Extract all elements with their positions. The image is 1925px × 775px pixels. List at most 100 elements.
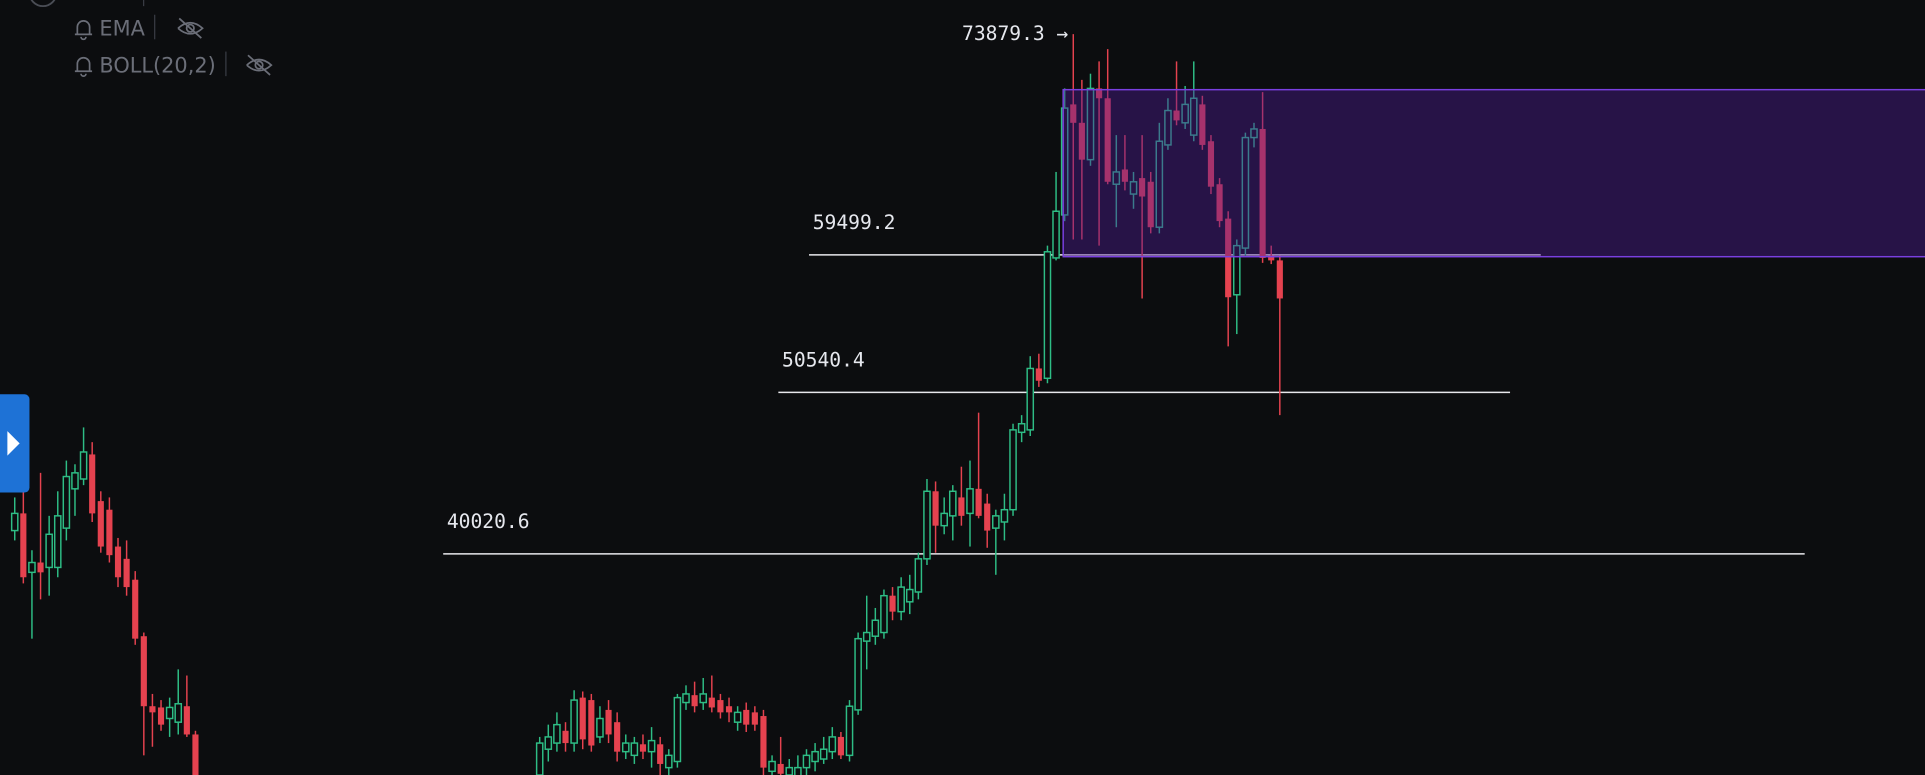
- candle-body: [1173, 110, 1180, 121]
- candle-body: [20, 513, 27, 578]
- candle-body: [819, 748, 828, 760]
- candle-body: [1112, 171, 1121, 185]
- candle-body: [10, 512, 19, 532]
- candle-body: [984, 503, 991, 531]
- candle-body: [1129, 181, 1138, 195]
- candle-body: [1207, 141, 1215, 187]
- candle-body: [544, 736, 553, 750]
- candle-body: [845, 705, 854, 757]
- zone-box[interactable]: [1062, 88, 1925, 258]
- candle-body: [1250, 128, 1258, 139]
- candle-body: [751, 712, 758, 725]
- candle-body: [905, 588, 914, 603]
- candle-body: [97, 501, 104, 547]
- candle-body: [132, 579, 139, 639]
- candle-body: [114, 546, 122, 578]
- bell-icon[interactable]: [74, 56, 93, 77]
- candle-body: [811, 750, 819, 763]
- candle-body: [862, 631, 871, 642]
- candle-body: [1147, 181, 1154, 228]
- candle-body: [174, 703, 183, 723]
- tab-arrow: [7, 431, 20, 456]
- candle-body: [1035, 368, 1042, 381]
- candle-body: [768, 760, 776, 773]
- candle-body: [725, 706, 733, 713]
- candle-body: [794, 766, 802, 775]
- hide-icon[interactable]: [177, 17, 204, 39]
- legend-boll: BOLL(20,2): [99, 53, 215, 77]
- candle-body: [966, 488, 974, 515]
- side-tab[interactable]: [0, 394, 30, 493]
- candle-body: [579, 697, 586, 740]
- hide-icon[interactable]: [246, 54, 273, 76]
- candle-body: [1139, 178, 1146, 197]
- candle-body: [165, 706, 174, 720]
- candle-body: [1009, 429, 1017, 511]
- candle-body: [1268, 255, 1275, 261]
- levels: [443, 254, 1805, 555]
- bell-icon[interactable]: [74, 20, 93, 41]
- boll-row[interactable]: BOLL(20,2): [74, 51, 273, 78]
- candle-body: [614, 722, 621, 752]
- top-icon[interactable]: [29, 0, 56, 8]
- candle-body: [1189, 97, 1198, 136]
- candle-body: [708, 697, 715, 708]
- candle-body: [1216, 184, 1223, 222]
- candle-body: [89, 454, 96, 514]
- legend-ema: EMA: [99, 17, 145, 41]
- candle-body: [1078, 122, 1085, 160]
- candle-body: [1225, 218, 1232, 298]
- candle-body: [1181, 103, 1189, 124]
- candle-body: [854, 637, 862, 711]
- candle-body: [871, 619, 880, 637]
- candle-body: [777, 763, 784, 774]
- candle-body: [630, 742, 639, 757]
- candle-body: [1017, 422, 1026, 434]
- candle-body: [106, 509, 113, 556]
- candle-body: [717, 700, 724, 713]
- candle-body: [828, 736, 837, 753]
- candle-body: [1060, 107, 1069, 216]
- candle-body: [53, 515, 62, 569]
- candle-body: [149, 706, 156, 713]
- candle-body: [760, 716, 767, 768]
- candle-body: [28, 561, 36, 574]
- candle-body: [733, 711, 742, 723]
- candle-body: [880, 594, 888, 634]
- level-label: 50540.4: [782, 349, 865, 372]
- candle-body: [664, 754, 673, 769]
- candle-body: [1232, 244, 1241, 296]
- candle-body: [1043, 251, 1052, 380]
- candle-body: [1164, 109, 1172, 146]
- candle-body: [1070, 104, 1077, 123]
- candle-body: [562, 730, 569, 744]
- candle-body: [570, 699, 578, 744]
- candle-body: [948, 490, 957, 517]
- candle-body: [588, 700, 595, 746]
- level-label: 59499.2: [813, 211, 896, 234]
- candle-body: [62, 475, 71, 529]
- candle-body: [682, 693, 690, 704]
- candle-body: [1121, 169, 1128, 182]
- candle-body: [1259, 128, 1266, 258]
- candle-body: [802, 754, 811, 769]
- candle-body: [699, 693, 708, 704]
- ema-row[interactable]: EMA: [74, 14, 204, 41]
- candle-body: [1086, 87, 1095, 161]
- candle-body: [1241, 136, 1250, 249]
- candle-body: [1096, 88, 1103, 99]
- candle-body: [785, 766, 794, 775]
- candle-body: [639, 744, 647, 752]
- candle-body: [1104, 98, 1111, 182]
- candles: [10, 34, 1283, 775]
- candle-body: [1276, 260, 1283, 299]
- candle-body: [123, 558, 130, 588]
- candle-body: [691, 695, 698, 707]
- candle-body: [157, 707, 165, 725]
- candle-body: [657, 744, 664, 764]
- candle-body: [914, 558, 923, 593]
- candle-body: [621, 742, 630, 753]
